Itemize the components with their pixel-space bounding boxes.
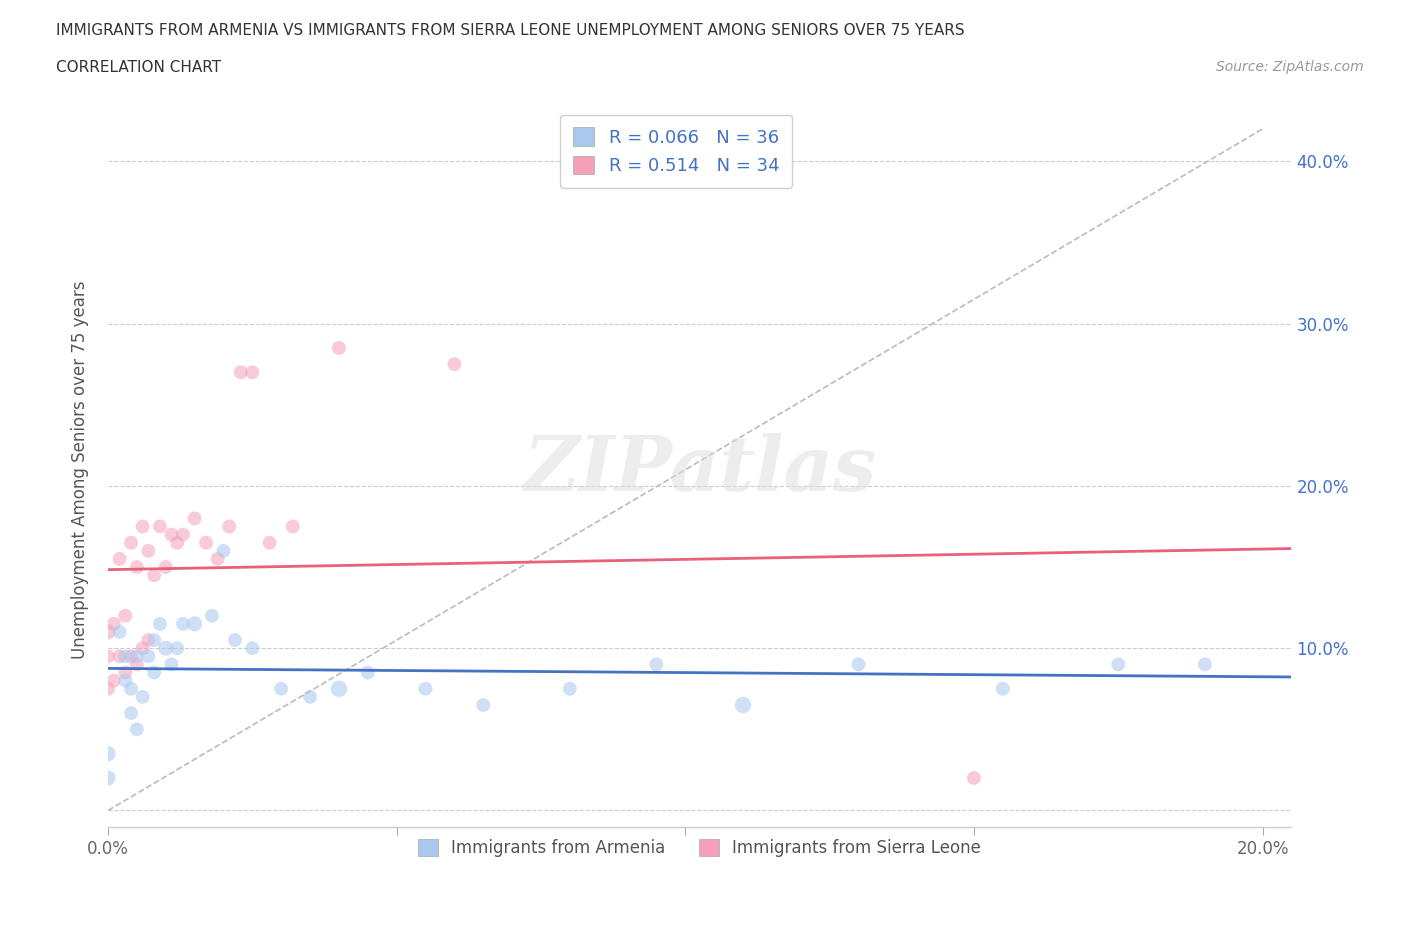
Point: [114, 649, 136, 664]
Point: [125, 560, 148, 575]
Point: [848, 657, 870, 671]
Point: [259, 536, 281, 551]
Point: [143, 632, 166, 647]
Point: [108, 625, 131, 640]
Y-axis label: Unemployment Among Seniors over 75 years: Unemployment Among Seniors over 75 years: [72, 281, 89, 659]
Point: [120, 649, 142, 664]
Point: [1194, 657, 1216, 671]
Point: [183, 617, 205, 631]
Point: [97, 682, 120, 697]
Point: [415, 682, 437, 697]
Point: [97, 771, 120, 786]
Point: [270, 682, 292, 697]
Point: [138, 543, 160, 558]
Point: [138, 632, 160, 647]
Point: [1107, 657, 1129, 671]
Point: [149, 617, 172, 631]
Point: [212, 543, 235, 558]
Point: [166, 641, 188, 656]
Point: [328, 340, 350, 355]
Point: [125, 657, 148, 671]
Point: [207, 551, 229, 566]
Point: [172, 527, 194, 542]
Point: [155, 641, 177, 656]
Point: [172, 617, 194, 631]
Point: [218, 519, 240, 534]
Point: [125, 722, 148, 737]
Point: [103, 617, 125, 631]
Point: [166, 536, 188, 551]
Point: [731, 698, 754, 712]
Legend: Immigrants from Armenia, Immigrants from Sierra Leone: Immigrants from Armenia, Immigrants from…: [406, 827, 993, 869]
Point: [131, 519, 153, 534]
Point: [160, 527, 183, 542]
Point: [160, 657, 183, 671]
Point: [328, 682, 350, 697]
Point: [281, 519, 304, 534]
Point: [103, 673, 125, 688]
Point: [357, 665, 380, 680]
Point: [224, 632, 246, 647]
Point: [558, 682, 581, 697]
Point: [240, 641, 263, 656]
Point: [97, 746, 120, 761]
Text: ZIPatlas: ZIPatlas: [523, 432, 876, 507]
Point: [472, 698, 495, 712]
Point: [240, 365, 263, 379]
Point: [195, 536, 218, 551]
Point: [645, 657, 668, 671]
Point: [97, 625, 120, 640]
Point: [991, 682, 1014, 697]
Point: [183, 511, 205, 525]
Point: [143, 665, 166, 680]
Point: [149, 519, 172, 534]
Point: [963, 771, 986, 786]
Point: [114, 608, 136, 623]
Text: CORRELATION CHART: CORRELATION CHART: [56, 60, 221, 75]
Point: [201, 608, 224, 623]
Point: [443, 357, 465, 372]
Text: Source: ZipAtlas.com: Source: ZipAtlas.com: [1216, 60, 1364, 74]
Point: [155, 560, 177, 575]
Text: IMMIGRANTS FROM ARMENIA VS IMMIGRANTS FROM SIERRA LEONE UNEMPLOYMENT AMONG SENIO: IMMIGRANTS FROM ARMENIA VS IMMIGRANTS FR…: [56, 23, 965, 38]
Point: [120, 706, 142, 721]
Point: [125, 649, 148, 664]
Point: [138, 649, 160, 664]
Point: [120, 682, 142, 697]
Point: [114, 673, 136, 688]
Point: [97, 649, 120, 664]
Point: [108, 551, 131, 566]
Point: [229, 365, 252, 379]
Point: [108, 649, 131, 664]
Point: [131, 641, 153, 656]
Point: [143, 567, 166, 582]
Point: [299, 689, 322, 704]
Point: [120, 536, 142, 551]
Point: [114, 665, 136, 680]
Point: [131, 689, 153, 704]
